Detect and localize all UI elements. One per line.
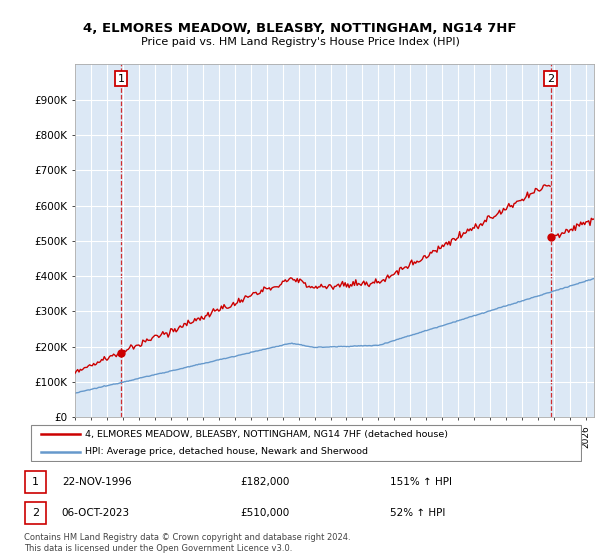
FancyBboxPatch shape <box>25 471 46 493</box>
Text: 4, ELMORES MEADOW, BLEASBY, NOTTINGHAM, NG14 7HF: 4, ELMORES MEADOW, BLEASBY, NOTTINGHAM, … <box>83 22 517 35</box>
Text: 4, ELMORES MEADOW, BLEASBY, NOTTINGHAM, NG14 7HF (detached house): 4, ELMORES MEADOW, BLEASBY, NOTTINGHAM, … <box>85 430 448 438</box>
Text: HPI: Average price, detached house, Newark and Sherwood: HPI: Average price, detached house, Newa… <box>85 447 368 456</box>
Text: 2: 2 <box>547 73 554 83</box>
Text: £510,000: £510,000 <box>240 508 289 518</box>
Text: 1: 1 <box>118 73 124 83</box>
FancyBboxPatch shape <box>25 502 46 524</box>
Text: Price paid vs. HM Land Registry's House Price Index (HPI): Price paid vs. HM Land Registry's House … <box>140 37 460 47</box>
Text: 151% ↑ HPI: 151% ↑ HPI <box>390 477 452 487</box>
FancyBboxPatch shape <box>31 424 581 461</box>
Text: Contains HM Land Registry data © Crown copyright and database right 2024.
This d: Contains HM Land Registry data © Crown c… <box>24 533 350 553</box>
Text: 52% ↑ HPI: 52% ↑ HPI <box>390 508 445 518</box>
Text: 2: 2 <box>32 508 39 518</box>
Text: 06-OCT-2023: 06-OCT-2023 <box>62 508 130 518</box>
Text: 1: 1 <box>32 477 39 487</box>
Text: 22-NOV-1996: 22-NOV-1996 <box>62 477 131 487</box>
Text: £182,000: £182,000 <box>240 477 289 487</box>
